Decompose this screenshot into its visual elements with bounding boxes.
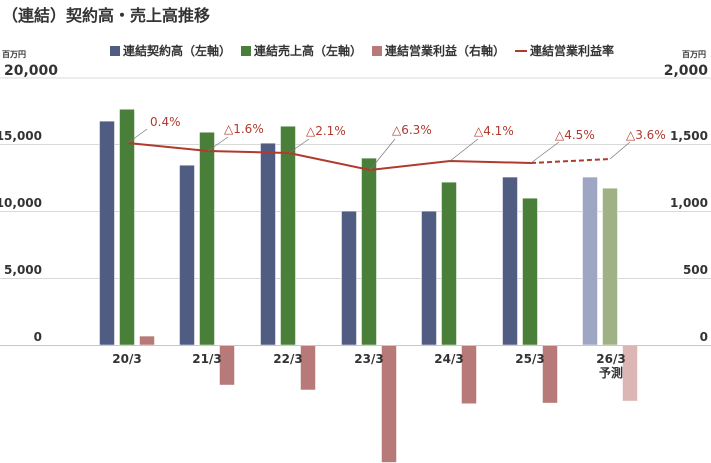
bar-operating-income [300,344,316,391]
bar-operating-income [461,344,477,404]
x-tick: 25/3 [515,352,544,366]
left-tick: 0 [34,330,42,344]
right-tick: 500 [683,263,708,277]
bar-contracts [99,120,115,346]
x-tick: 20/3 [112,352,141,366]
x-tick: 21/3 [192,352,221,366]
right-tick: 2,000 [664,63,709,79]
legend: 連結契約高（左軸） 連結売上高（左軸） 連結営業利益（右軸） 連結営業利益率 [110,42,614,59]
legend-label: 連結売上高（左軸） [254,44,363,58]
bar-operating-income [219,344,235,386]
bar-contracts [260,142,276,346]
margin-label: △2.1% [306,124,346,138]
right-tick: 1,000 [670,196,708,210]
legend-label: 連結契約高（左軸） [123,44,232,58]
right-tick: 0 [700,330,708,344]
bar-operating-income [381,344,397,463]
bar-sales [199,131,215,346]
bar-sales [361,157,377,346]
chart-title: （連結）契約高・売上高推移 [2,6,211,25]
legend-label: 連結営業利益率 [530,44,615,58]
margin-label: △4.5% [555,128,595,142]
legend-item-operating-income: 連結営業利益（右軸） [372,42,505,59]
bar-sales [119,108,135,346]
label-leaders [127,128,631,171]
bar-sales [602,187,618,346]
legend-swatch-blue [110,45,120,56]
x-tick: 24/3 [434,352,463,366]
margin-label: △6.3% [392,123,432,137]
bar-operating-income [542,344,558,404]
forecast-label: 予測 [599,365,623,380]
legend-item-contracts: 連結契約高（左軸） [110,42,231,59]
margin-labels: 0.4% △1.6% △2.1% △6.3% △4.1% △4.5% △3.6% [150,115,666,142]
margin-line [127,142,611,172]
x-axis: 20/3 21/3 22/3 23/3 24/3 25/3 26/3 予測 [112,352,625,380]
legend-item-margin: 連結営業利益率 [515,42,614,59]
left-axis-unit: 百万円 [2,50,26,59]
right-axis-unit: 百万円 [682,50,706,59]
margin-label: △3.6% [626,128,666,142]
bar-series [99,108,638,463]
margin-label: △4.1% [474,124,514,138]
legend-line-icon [515,49,528,52]
x-tick: 26/3 [596,352,625,366]
margin-label: △1.6% [224,122,264,136]
legend-item-sales: 連結売上高（左軸） [241,42,362,59]
bar-contracts [421,210,437,346]
bar-operating-income [139,335,155,346]
bar-sales [280,125,296,346]
right-axis: 2,000 1,500 1,000 500 0 [664,63,709,344]
margin-label: 0.4% [150,115,181,129]
right-tick: 1,500 [670,129,708,143]
left-tick: 20,000 [4,63,58,79]
legend-swatch-green [241,45,252,56]
bar-contracts [341,210,357,346]
bar-contracts [502,176,518,346]
bar-contracts [582,176,598,346]
left-tick: 10,000 [0,196,42,210]
legend-label: 連結営業利益（右軸） [385,44,506,58]
left-axis: 20,000 15,000 10,000 5,000 0 [0,63,58,344]
bar-sales [441,181,457,346]
bar-sales [522,197,538,346]
x-tick: 22/3 [273,352,302,366]
left-tick: 15,000 [0,129,42,143]
legend-swatch-pink [372,45,383,56]
left-tick: 5,000 [4,263,42,277]
x-tick: 23/3 [354,352,383,366]
bar-contracts [179,164,195,346]
